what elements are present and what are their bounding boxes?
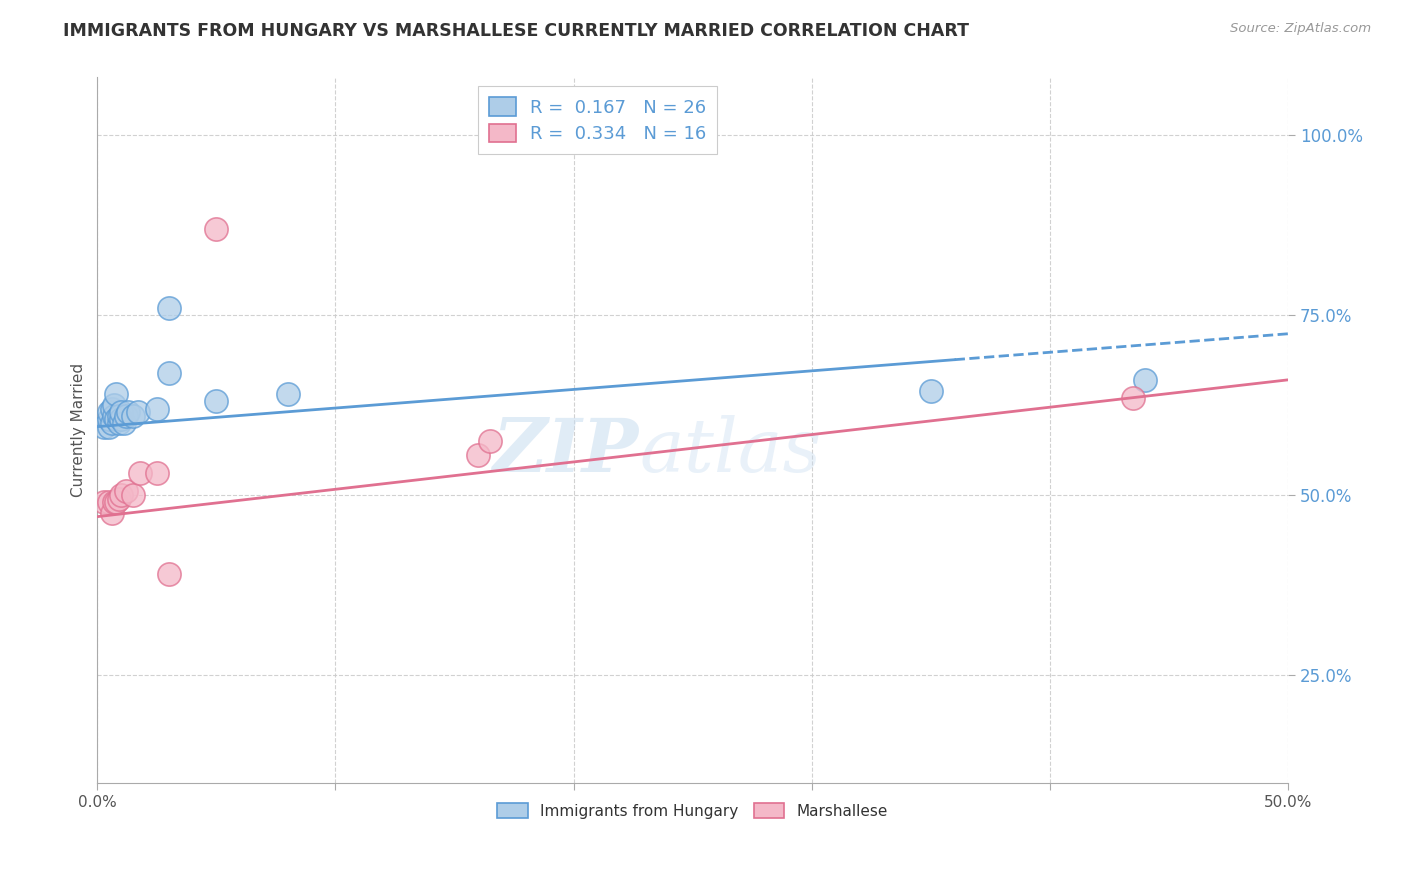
- Point: [277, 387, 299, 401]
- Point: [122, 409, 145, 423]
- Point: [112, 416, 135, 430]
- Point: [110, 488, 132, 502]
- Text: atlas: atlas: [640, 415, 821, 488]
- Y-axis label: Currently Married: Currently Married: [72, 363, 86, 498]
- Point: [110, 405, 132, 419]
- Point: [1135, 373, 1157, 387]
- Point: [107, 416, 129, 430]
- Point: [105, 387, 128, 401]
- Point: [93, 495, 115, 509]
- Point: [103, 495, 125, 509]
- Point: [157, 301, 180, 315]
- Point: [100, 506, 122, 520]
- Point: [93, 419, 115, 434]
- Point: [98, 419, 121, 434]
- Point: [146, 401, 169, 416]
- Point: [122, 488, 145, 502]
- Point: [479, 434, 502, 448]
- Point: [157, 366, 180, 380]
- Point: [1122, 391, 1144, 405]
- Text: IMMIGRANTS FROM HUNGARY VS MARSHALLESE CURRENTLY MARRIED CORRELATION CHART: IMMIGRANTS FROM HUNGARY VS MARSHALLESE C…: [63, 22, 969, 40]
- Point: [103, 409, 125, 423]
- Point: [107, 491, 129, 506]
- Point: [205, 394, 228, 409]
- Point: [110, 412, 132, 426]
- Point: [146, 467, 169, 481]
- Point: [98, 495, 121, 509]
- Point: [100, 416, 122, 430]
- Point: [920, 384, 942, 398]
- Point: [129, 467, 152, 481]
- Legend: Immigrants from Hungary, Marshallese: Immigrants from Hungary, Marshallese: [491, 797, 894, 825]
- Text: Source: ZipAtlas.com: Source: ZipAtlas.com: [1230, 22, 1371, 36]
- Point: [127, 405, 149, 419]
- Point: [107, 409, 129, 423]
- Point: [105, 495, 128, 509]
- Point: [467, 449, 489, 463]
- Point: [105, 412, 128, 426]
- Point: [98, 412, 121, 426]
- Point: [117, 405, 139, 419]
- Point: [98, 405, 121, 419]
- Point: [205, 221, 228, 235]
- Point: [100, 401, 122, 416]
- Point: [115, 409, 138, 423]
- Point: [157, 567, 180, 582]
- Text: ZIP: ZIP: [494, 415, 640, 488]
- Point: [103, 398, 125, 412]
- Point: [115, 484, 138, 499]
